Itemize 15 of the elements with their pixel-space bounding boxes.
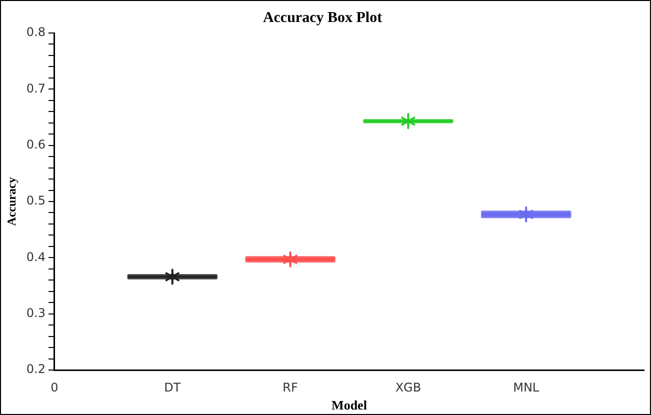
y-tick-label: 0.6	[26, 137, 46, 152]
chart-title: Accuracy Box Plot	[262, 10, 382, 26]
y-axis-title: Accuracy	[4, 177, 18, 226]
x-tick-label: RF	[282, 380, 298, 394]
x-tick-label: 0	[50, 380, 58, 394]
y-tick-label: 0.3	[26, 306, 46, 320]
y-tick-label: 0.7	[26, 81, 46, 96]
x-tick-label: DT	[164, 380, 182, 394]
y-tick-label: 0.2	[26, 362, 46, 376]
x-axis-title: Model	[332, 398, 368, 413]
y-tick-label: 0.8	[26, 25, 46, 40]
x-tick-label: XGB	[395, 380, 422, 394]
x-tick-label: MNL	[513, 380, 540, 394]
y-tick-label: 0.5	[26, 194, 46, 208]
y-tick-label: 0.4	[26, 250, 46, 264]
